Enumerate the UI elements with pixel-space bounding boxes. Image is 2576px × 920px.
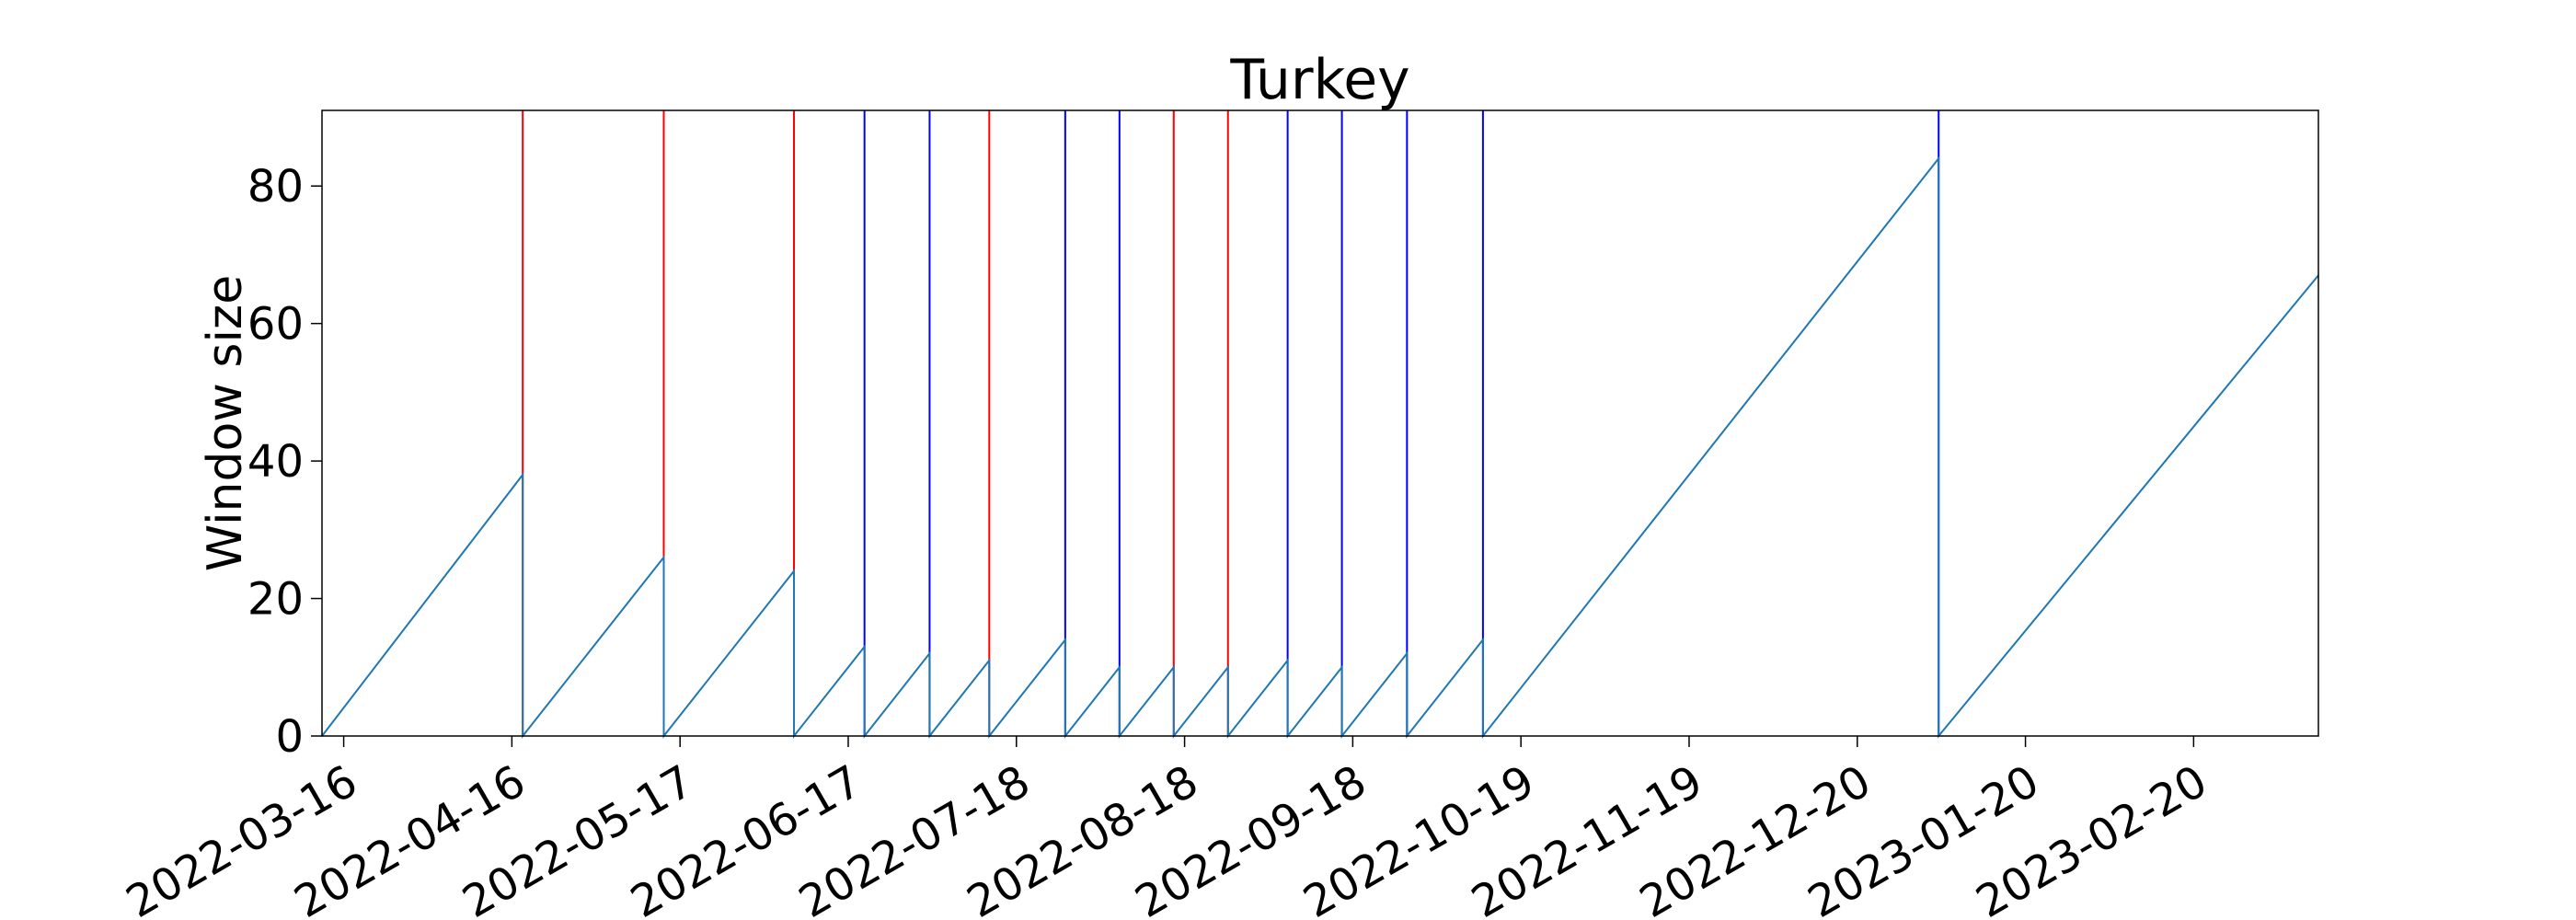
y-tick-label: 20	[247, 574, 304, 626]
series-group	[321, 155, 2319, 739]
y-tick-label: 60	[247, 299, 304, 351]
event-lines	[522, 110, 1940, 736]
x-axis: 2022-03-162022-04-162022-05-172022-06-17…	[118, 736, 2215, 920]
series-line	[321, 155, 2319, 739]
plot-frame	[321, 109, 2319, 737]
y-axis: 0 20 40 60 80	[247, 161, 322, 763]
y-tick-label: 0	[275, 711, 304, 763]
y-tick-label: 80	[247, 161, 304, 213]
chart-title: Turkey	[1229, 48, 1409, 112]
y-axis-label: Window size	[198, 275, 253, 571]
y-tick-label: 40	[247, 436, 304, 488]
